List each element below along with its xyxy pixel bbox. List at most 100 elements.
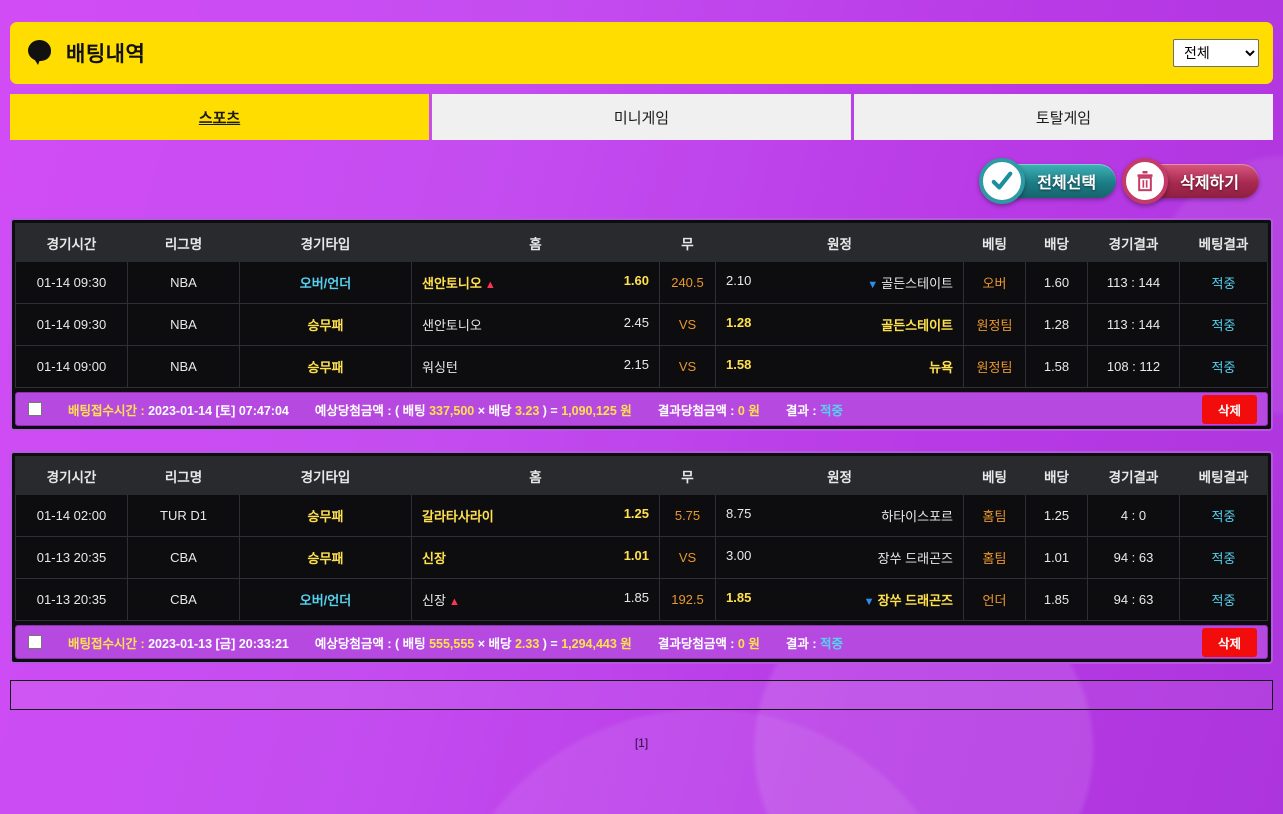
accept-time-value: 2023-01-13 [금] 20:33:21 xyxy=(148,636,289,651)
home-odds: 1.01 xyxy=(623,548,649,563)
speech-balloon-icon xyxy=(28,40,54,66)
payout-group: 결과당첨금액 : 0 원 xyxy=(658,400,760,419)
delete-all-label: 삭제하기 xyxy=(1180,175,1239,192)
bet-table-body: 01-14 09:30 NBA 오버/언더 샌안토니오 ▲ 1.60 240.5 2.10 ▼… xyxy=(15,261,1268,388)
draw-value: 192.5 xyxy=(671,592,704,607)
trash-icon xyxy=(1122,158,1169,204)
home-team-name: 샌안토니오 ▲ xyxy=(422,276,496,291)
column-header-3: 홈 xyxy=(411,223,660,262)
tab-totalgame[interactable]: 토탈게임 xyxy=(854,94,1273,140)
bet-slip: 경기시간 리그명 경기타입 홈 무 원정 베팅 배당 경기결과 베팅결과 01-14 02:00 TU… xyxy=(10,451,1273,664)
column-header-0: 경기시간 xyxy=(15,223,128,262)
table-row: 01-14 02:00 TUR D1 승무패 갈라타사라이 1.25 5.75 8.75 하타… xyxy=(15,494,1268,537)
home-marker-up-icon: ▲ xyxy=(445,596,460,608)
bet-pick-label: 원정팀 xyxy=(976,360,1013,375)
cell-draw[interactable]: 192.5 xyxy=(659,578,716,621)
cell-away-team[interactable]: 1.85 ▼ 장쑤 드래곤즈 xyxy=(715,578,964,621)
slip-checkbox[interactable] xyxy=(28,635,42,649)
delete-all-button[interactable]: 삭제하기 xyxy=(1122,158,1259,204)
accept-time-label: 배팅접수시간 : xyxy=(68,636,149,651)
expected-amount-value: 1,090,125 원 xyxy=(561,403,632,418)
column-header-0: 경기시간 xyxy=(15,456,128,495)
cell-draw[interactable]: 240.5 xyxy=(659,261,716,304)
cell-league: TUR D1 xyxy=(127,494,240,537)
action-bar: 전체선택 삭제하기 xyxy=(10,158,1273,204)
away-odds: 1.85 xyxy=(726,590,752,605)
cell-odds: 1.85 xyxy=(1025,578,1088,621)
type-label: 승무패 xyxy=(307,509,344,524)
payout-label: 결과당첨금액 : xyxy=(657,403,738,418)
cell-bet-pick: 홈팀 xyxy=(963,536,1026,579)
result-value: 적중 xyxy=(819,636,843,651)
cell-draw[interactable]: 5.75 xyxy=(659,494,716,537)
expected-label: 예상당첨금액 : ( 배팅 xyxy=(314,403,430,418)
draw-value: 5.75 xyxy=(674,508,701,523)
expected-payout-group: 예상당첨금액 : ( 배팅 555,555 × 배당 2.33 ) = 1,29… xyxy=(315,633,632,652)
table-row: 01-14 09:30 NBA 오버/언더 샌안토니오 ▲ 1.60 240.5 2.10 ▼… xyxy=(15,261,1268,304)
home-team-name: 샌안토니오 xyxy=(422,318,482,333)
select-all-label: 전체선택 xyxy=(1037,175,1097,192)
result-value: 적중 xyxy=(819,403,843,418)
payout-amount-value: 0 원 xyxy=(737,403,760,418)
draw-value: VS xyxy=(678,317,697,332)
bet-slip: 경기시간 리그명 경기타입 홈 무 원정 베팅 배당 경기결과 베팅결과 01-14 09:30 NB… xyxy=(10,218,1273,431)
times-symbol: × 배당 xyxy=(474,403,515,418)
history-filter-select[interactable]: 전체 xyxy=(1173,39,1259,67)
payout-group: 결과당첨금액 : 0 원 xyxy=(658,633,760,652)
cell-home-team[interactable]: 신장 1.01 xyxy=(411,536,660,579)
cell-home-team[interactable]: 샌안토니오 2.45 xyxy=(411,303,660,346)
cell-home-team[interactable]: 샌안토니오 ▲ 1.60 xyxy=(411,261,660,304)
tab-sports[interactable]: 스포츠 xyxy=(10,94,429,140)
table-row: 01-14 09:30 NBA 승무패 샌안토니오 2.45 VS 1.28 골든스테이트 원정… xyxy=(15,303,1268,346)
check-circle-icon xyxy=(979,158,1026,204)
bet-table: 경기시간 리그명 경기타입 홈 무 원정 베팅 배당 경기결과 베팅결과 01-14 09:30 NB… xyxy=(15,223,1268,388)
bet-result-label: 적중 xyxy=(1211,509,1236,524)
cell-score: 113 : 144 xyxy=(1087,303,1180,346)
home-team-name: 워싱턴 xyxy=(422,360,458,375)
bet-table: 경기시간 리그명 경기타입 홈 무 원정 베팅 배당 경기결과 베팅결과 01-14 02:00 TU… xyxy=(15,456,1268,621)
tab-minigame[interactable]: 미니게임 xyxy=(432,94,851,140)
cell-home-team[interactable]: 워싱턴 2.15 xyxy=(411,345,660,388)
cell-draw[interactable]: VS xyxy=(659,345,716,388)
column-header-2: 경기타입 xyxy=(239,223,412,262)
stake-value: 555,555 xyxy=(429,636,475,651)
cell-bet-pick: 오버 xyxy=(963,261,1026,304)
away-team-name: 장쑤 드래곤즈 xyxy=(877,551,953,566)
cell-time: 01-14 02:00 xyxy=(15,494,128,537)
result-group: 결과 : 적중 xyxy=(786,633,843,652)
cell-bet-result: 적중 xyxy=(1179,536,1268,579)
cell-away-team[interactable]: 2.10 ▼ 골든스테이트 xyxy=(715,261,964,304)
delete-slip-button[interactable]: 삭제 xyxy=(1201,394,1257,424)
cell-home-team[interactable]: 갈라타사라이 1.25 xyxy=(411,494,660,537)
home-odds: 2.15 xyxy=(623,357,649,372)
cell-away-team[interactable]: 8.75 하타이스포르 xyxy=(715,494,964,537)
column-header-4: 무 xyxy=(659,456,716,495)
bet-result-label: 적중 xyxy=(1211,318,1236,333)
page-number[interactable]: [1] xyxy=(634,736,649,750)
column-header-3: 홈 xyxy=(411,456,660,495)
cell-bet-result: 적중 xyxy=(1179,261,1268,304)
select-all-button[interactable]: 전체선택 xyxy=(979,158,1117,204)
cell-away-team[interactable]: 1.28 골든스테이트 xyxy=(715,303,964,346)
cell-draw[interactable]: VS xyxy=(659,536,716,579)
column-header-7: 배당 xyxy=(1025,456,1088,495)
column-header-9: 베팅결과 xyxy=(1179,456,1268,495)
header-left: 배팅내역 xyxy=(28,38,145,68)
bet-table-header-row: 경기시간 리그명 경기타입 홈 무 원정 베팅 배당 경기결과 베팅결과 xyxy=(15,456,1268,495)
bet-result-label: 적중 xyxy=(1211,276,1236,291)
page-title: 배팅내역 xyxy=(66,43,146,66)
column-header-9: 베팅결과 xyxy=(1179,223,1268,262)
away-team-name: 뉴욕 xyxy=(929,360,953,375)
cell-draw[interactable]: VS xyxy=(659,303,716,346)
cell-away-team[interactable]: 1.58 뉴욕 xyxy=(715,345,964,388)
table-row: 01-14 09:00 NBA 승무패 워싱턴 2.15 VS 1.58 뉴욕 원정팀 1.58 1… xyxy=(15,345,1268,388)
pagination[interactable]: [1] xyxy=(10,736,1273,750)
cell-away-team[interactable]: 3.00 장쑤 드래곤즈 xyxy=(715,536,964,579)
cell-type: 승무패 xyxy=(239,345,412,388)
slip-checkbox[interactable] xyxy=(28,402,42,416)
accept-time-label: 배팅접수시간 : xyxy=(68,403,149,418)
home-odds: 1.60 xyxy=(623,273,649,288)
delete-slip-button[interactable]: 삭제 xyxy=(1201,627,1257,657)
cell-home-team[interactable]: 신장 ▲ 1.85 xyxy=(411,578,660,621)
times-symbol: × 배당 xyxy=(474,636,515,651)
